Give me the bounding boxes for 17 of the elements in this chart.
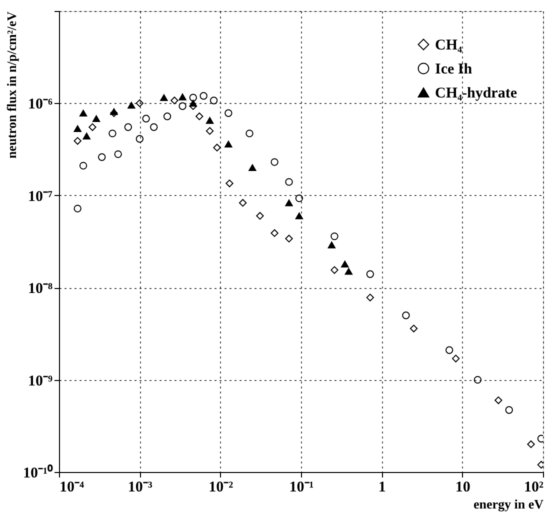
y-tick-label: 10⁻⁶ [28,96,53,113]
x-axis-title: energy in eV [473,496,544,512]
y-tick-label: 10⁻⁸ [28,281,53,298]
legend-label: CH₄ [435,38,462,54]
x-tick-label: 10 [455,480,470,496]
x-tick-label: 10⁻¹ [289,480,314,496]
x-tick-label: 10⁻⁴ [60,480,84,496]
y-tick-label: 10⁻⁷ [28,188,53,205]
x-tick-label: 10⁻³ [128,480,153,496]
y-axis-title: neutron flux in n/p/cm²/eV [4,10,20,159]
x-tick-label: 10⁻² [208,480,234,496]
x-tick-label: 1 [378,480,386,496]
y-tick-label: 10⁻⁹ [28,373,53,390]
legend-label: CH₄-hydrate [435,86,518,102]
legend-label: Ice Ih [435,62,473,78]
y-tick-label: 10⁻¹⁰ [23,464,54,482]
x-tick-label: 10² [524,480,544,496]
